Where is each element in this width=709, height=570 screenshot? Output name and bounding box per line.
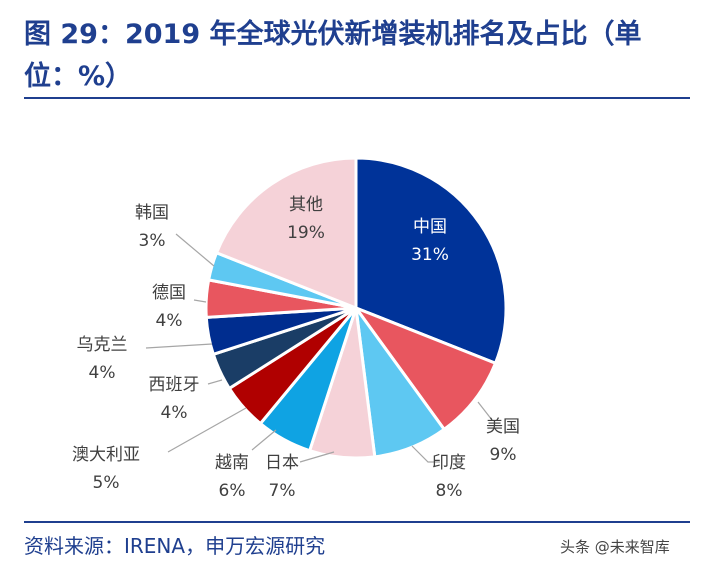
slice-label-9: 韩国: [135, 203, 169, 223]
slice-label-0: 中国: [413, 217, 447, 237]
pie-slice-0: [354, 156, 508, 366]
slice-label-6: 西班牙: [149, 375, 200, 395]
leader-line-1: [477, 401, 493, 421]
slice-value-3: 7%: [269, 481, 296, 501]
leader-lines: [145, 233, 493, 463]
slice-value-8: 4%: [156, 311, 183, 331]
source-divider: [24, 521, 690, 523]
slice-label-8: 德国: [152, 283, 186, 303]
pie-slice-10: [214, 156, 358, 311]
slice-label-10: 其他: [289, 195, 323, 215]
slice-value-7: 4%: [89, 363, 116, 383]
title-divider: [24, 97, 690, 99]
pie-slice-1: [351, 304, 498, 432]
pie-slices: [204, 156, 508, 460]
slice-label-2: 印度: [432, 453, 466, 473]
slice-label-7: 乌克兰: [77, 335, 128, 355]
slice-label-1: 美国: [486, 417, 520, 437]
slice-label-5: 澳大利亚: [72, 445, 140, 465]
watermark: 头条 @未来智库: [560, 538, 670, 556]
leader-line-3: [299, 451, 335, 463]
slice-value-9: 3%: [139, 231, 166, 251]
slice-value-0: 31%: [411, 245, 449, 265]
slice-label-4: 越南: [215, 453, 249, 473]
leader-line-5: [167, 407, 247, 453]
slice-value-10: 19%: [287, 223, 325, 243]
chart-title: 图 29：2019 年全球光伏新增装机排名及占比（单位：%）: [24, 19, 642, 92]
slice-value-5: 5%: [93, 473, 120, 493]
leader-line-2: [411, 445, 440, 463]
slice-labels: 中国 31% 美国 9% 印度 8% 日本 7% 越南 6% 澳大利亚 5% 西班牙 4% 乌克兰 4% 德国 4…: [72, 195, 520, 501]
slice-value-2: 8%: [436, 481, 463, 501]
slice-value-1: 9%: [490, 445, 517, 465]
leader-line-4: [251, 429, 277, 451]
leader-line-7: [145, 343, 213, 349]
pie-chart: 中国 31% 美国 9% 印度 8% 日本 7% 越南 6% 澳大利亚 5% 西班牙 4% 乌克兰 4% 德国 4…: [72, 156, 520, 501]
slice-label-3: 日本: [265, 453, 299, 473]
leader-line-6: [207, 379, 223, 385]
slice-value-6: 4%: [161, 403, 188, 423]
slice-value-4: 6%: [219, 481, 246, 501]
source-note: 资料来源：IRENA，申万宏源研究: [24, 534, 326, 558]
leader-line-9: [175, 233, 215, 267]
leader-line-8: [193, 299, 207, 303]
